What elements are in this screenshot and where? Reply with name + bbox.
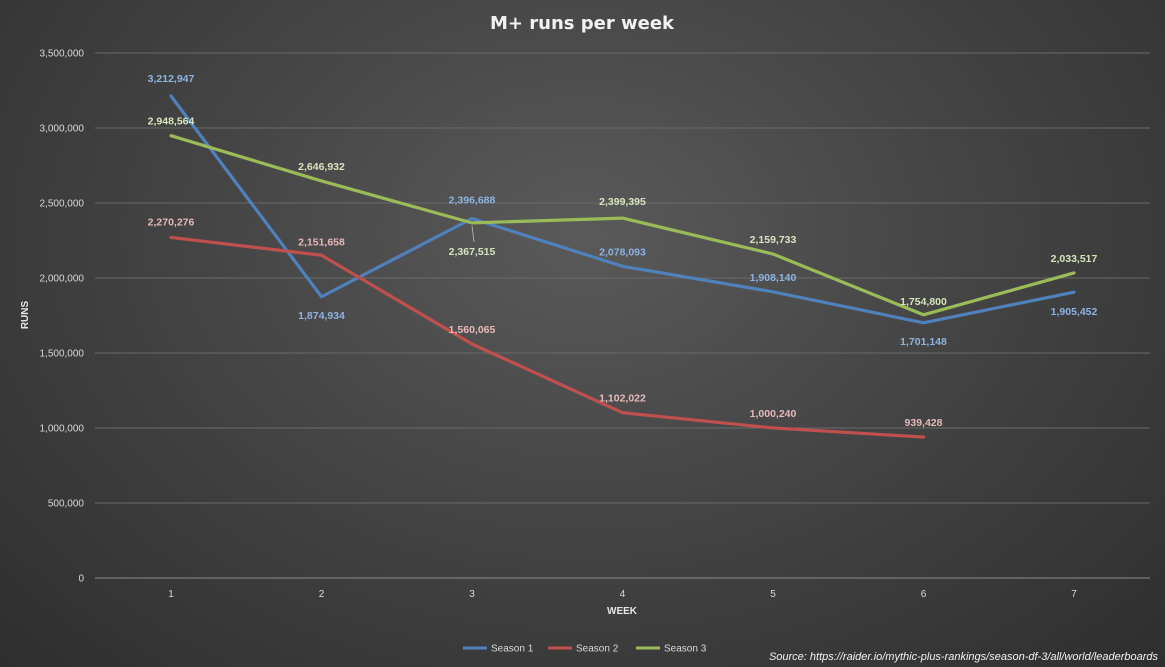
data-label: 1,000,240: [750, 408, 797, 420]
data-label: 2,948,564: [148, 116, 195, 128]
data-label: 2,151,658: [298, 236, 345, 248]
legend-label: Season 3: [664, 644, 707, 655]
series-line-2: [169, 235, 926, 439]
data-label: 1,102,022: [599, 393, 646, 405]
x-tick-label: 1: [168, 589, 174, 600]
data-label: 1,701,148: [900, 336, 947, 348]
data-label: 1,754,800: [900, 296, 947, 308]
data-label: 2,399,395: [599, 196, 646, 208]
legend: Season 1 Season 2 Season 3: [463, 644, 707, 655]
y-tick-label: 1,000,000: [40, 424, 85, 435]
leader-line: [471, 225, 475, 242]
legend-label: Season 2: [576, 644, 619, 655]
x-tick-label: 7: [1071, 589, 1077, 600]
data-label: 939,428: [905, 417, 943, 429]
data-label: 2,396,688: [449, 194, 496, 206]
data-label: 1,908,140: [750, 272, 797, 284]
y-tick-label: 0: [78, 574, 84, 585]
series-line-3: [169, 134, 1076, 317]
chart-title: M+ runs per week: [490, 13, 675, 34]
x-tick-label: 2: [319, 589, 325, 600]
legend-label: Season 1: [491, 644, 534, 655]
data-label: 3,212,947: [148, 73, 195, 85]
data-label: 2,078,093: [599, 246, 646, 258]
x-axis-ticks: 1 2 3 4 5 6 7: [168, 589, 1077, 600]
y-axis-ticks: 0 500,000 1,000,000 1,500,000 2,000,000 2,500…: [40, 49, 85, 585]
gridlines: [95, 52, 1150, 579]
y-tick-label: 2,000,000: [40, 274, 85, 285]
data-label: 2,270,276: [148, 216, 195, 228]
y-tick-label: 1,500,000: [40, 349, 85, 360]
y-axis-title: RUNS: [20, 301, 31, 330]
series-lines: [169, 94, 1076, 439]
x-tick-label: 5: [770, 589, 776, 600]
x-tick-label: 4: [620, 589, 626, 600]
x-tick-label: 6: [921, 589, 927, 600]
y-tick-label: 500,000: [48, 499, 85, 510]
x-axis-title: WEEK: [607, 606, 638, 617]
data-label: 2,367,515: [449, 246, 496, 258]
y-tick-label: 2,500,000: [40, 199, 85, 210]
data-label: 2,033,517: [1051, 253, 1098, 265]
data-label: 2,646,932: [298, 161, 345, 173]
data-label: 1,874,934: [298, 310, 345, 322]
y-tick-label: 3,000,000: [40, 124, 85, 135]
source-note: Source: https://raider.io/mythic-plus-ra…: [769, 651, 1159, 663]
data-label: 1,560,065: [449, 324, 496, 336]
series-line-1: [169, 94, 1076, 325]
x-tick-label: 3: [469, 589, 475, 600]
data-label: 2,159,733: [750, 234, 797, 246]
data-label: 1,905,452: [1051, 306, 1098, 318]
y-tick-label: 3,500,000: [40, 49, 85, 60]
data-labels: 3,212,947 1,874,934 2,396,688 2,078,093 1,90…: [148, 73, 1098, 429]
